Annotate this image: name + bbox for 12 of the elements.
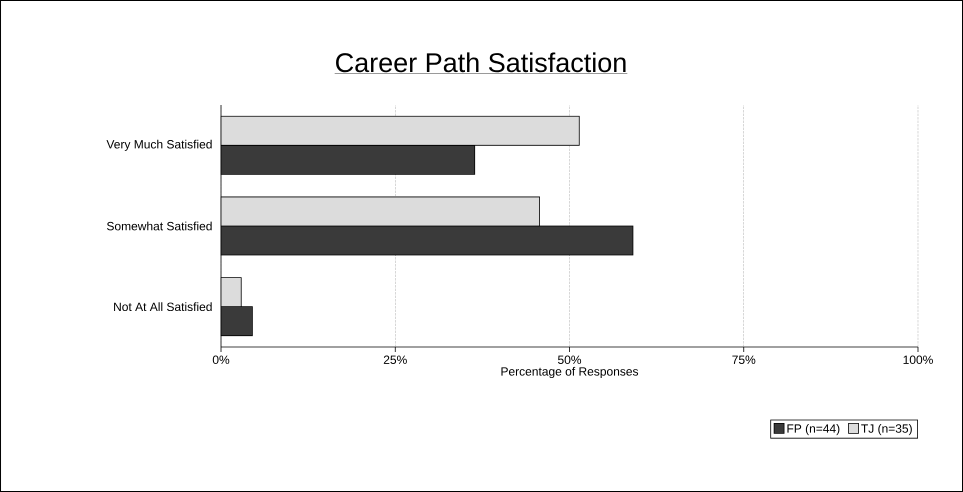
y-tick-label: Somewhat Satisfied <box>106 222 212 230</box>
legend-label: TJ (n=35) <box>861 424 912 436</box>
x-tick-label: 50% <box>558 356 582 364</box>
legend-label: FP (n=44) <box>787 424 840 436</box>
y-tick-label: Very Much Satisfied <box>106 140 212 151</box>
x-tick-label: 100% <box>904 356 933 364</box>
chart-title: Career Path Satisfaction <box>336 52 626 72</box>
y-tick-label: Not At All Satisfied <box>114 302 212 312</box>
x-axis-title: Percentage of Responses <box>501 366 638 378</box>
x-tick-label: 0% <box>212 356 230 364</box>
x-tick-label: 75% <box>732 356 756 364</box>
x-tick-label: 25% <box>384 356 407 364</box>
